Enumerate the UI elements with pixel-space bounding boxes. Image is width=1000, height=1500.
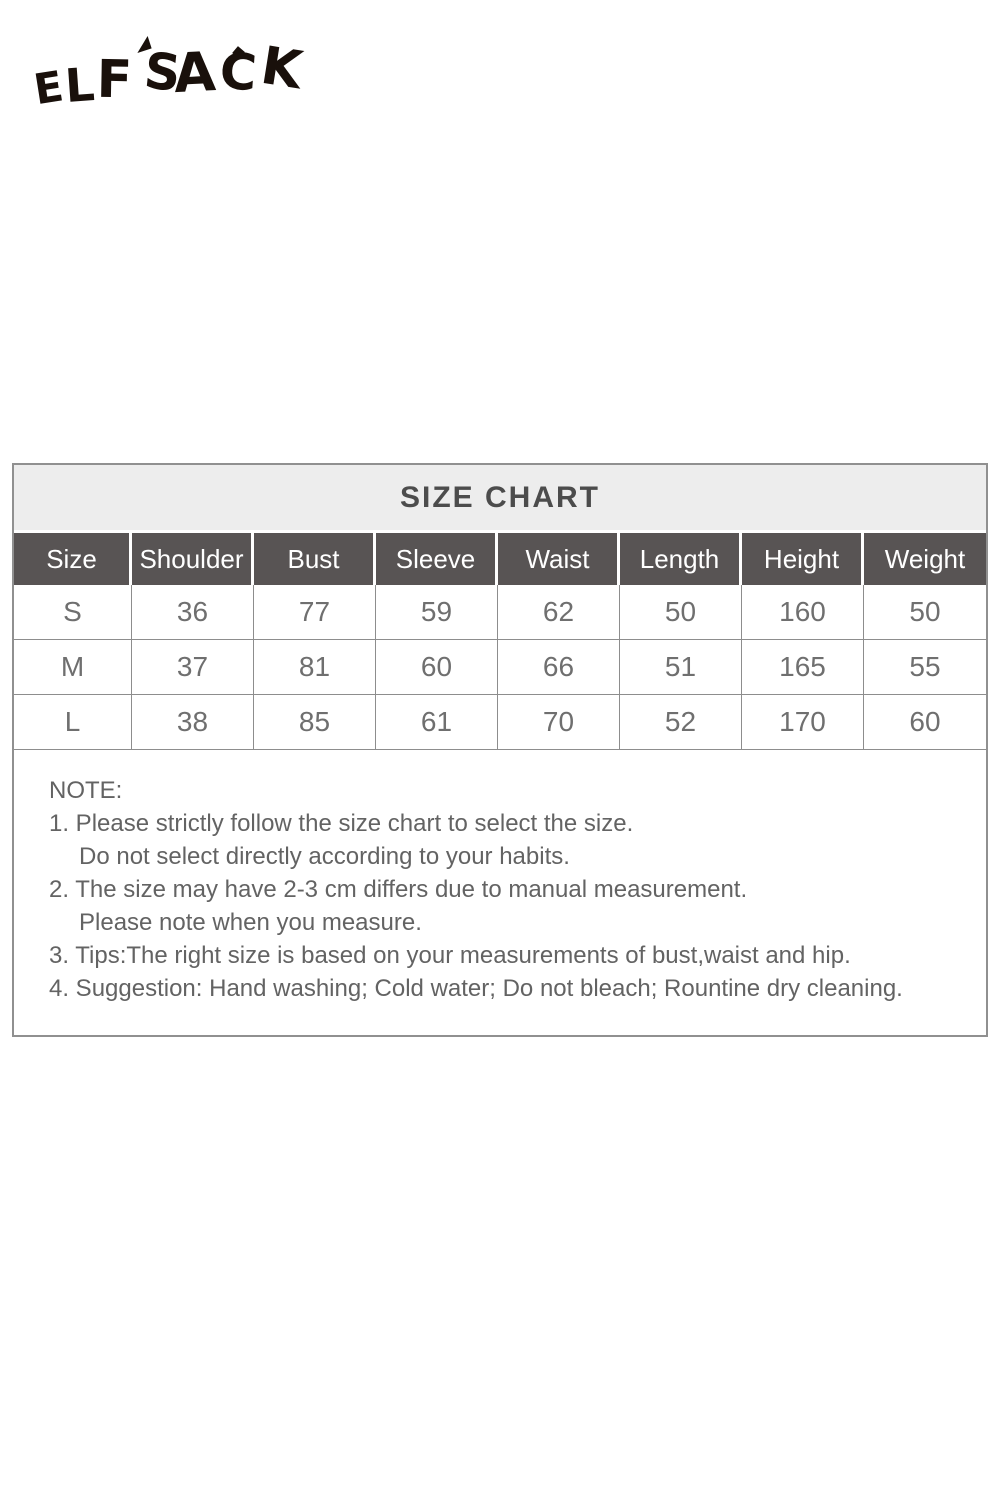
cell-value: 61 xyxy=(376,695,498,750)
table-header-row: Size Shoulder Bust Sleeve Waist Length H… xyxy=(14,533,986,585)
note-line-3: 3. Tips:The right size is based on your … xyxy=(49,942,851,969)
note-line-2: 2. The size may have 2-3 cm differs due … xyxy=(49,876,748,903)
cell-value: 66 xyxy=(498,640,620,695)
note-line-4: 4. Suggestion: Hand washing; Cold water;… xyxy=(49,975,903,1002)
note-line-1: 1. Please strictly follow the size chart… xyxy=(49,810,634,837)
table-row-l: L 38 85 61 70 52 170 60 xyxy=(14,695,986,750)
cell-value: 59 xyxy=(376,585,498,640)
cell-size-label: L xyxy=(14,695,132,750)
cell-value: 165 xyxy=(742,640,864,695)
column-header-sleeve: Sleeve xyxy=(376,533,498,585)
brand-logo: ELF SACK xyxy=(30,35,307,115)
column-header-waist: Waist xyxy=(498,533,620,585)
cell-value: 50 xyxy=(620,585,742,640)
cell-value: 50 xyxy=(864,585,986,640)
cell-value: 62 xyxy=(498,585,620,640)
note-line-2b: Please note when you measure. xyxy=(79,909,422,936)
cell-value: 77 xyxy=(254,585,376,640)
table-row-m: M 37 81 60 66 51 165 55 xyxy=(14,640,986,695)
cell-value: 60 xyxy=(376,640,498,695)
column-header-height: Height xyxy=(742,533,864,585)
column-header-shoulder: Shoulder xyxy=(132,533,254,585)
cell-value: 85 xyxy=(254,695,376,750)
cell-value: 36 xyxy=(132,585,254,640)
table-row-s: S 36 77 59 62 50 160 50 xyxy=(14,585,986,640)
cell-value: 81 xyxy=(254,640,376,695)
brand-logo-text: ELF SACK xyxy=(30,35,307,115)
note-heading: NOTE: xyxy=(49,777,123,804)
note-line-1b: Do not select directly according to your… xyxy=(79,843,570,870)
cell-value: 37 xyxy=(132,640,254,695)
cell-value: 60 xyxy=(864,695,986,750)
cell-size-label: S xyxy=(14,585,132,640)
column-header-length: Length xyxy=(620,533,742,585)
cell-value: 51 xyxy=(620,640,742,695)
column-header-size: Size xyxy=(14,533,132,585)
cell-size-label: M xyxy=(14,640,132,695)
cell-value: 160 xyxy=(742,585,864,640)
cell-value: 170 xyxy=(742,695,864,750)
cell-value: 70 xyxy=(498,695,620,750)
cell-value: 52 xyxy=(620,695,742,750)
note-section: NOTE: 1. Please strictly follow the size… xyxy=(14,750,986,1005)
cell-value: 38 xyxy=(132,695,254,750)
size-chart-title: SIZE CHART xyxy=(14,465,986,533)
column-header-weight: Weight xyxy=(864,533,986,585)
cell-value: 55 xyxy=(864,640,986,695)
column-header-bust: Bust xyxy=(254,533,376,585)
size-chart-panel: SIZE CHART Size Shoulder Bust Sleeve Wai… xyxy=(12,463,988,1037)
